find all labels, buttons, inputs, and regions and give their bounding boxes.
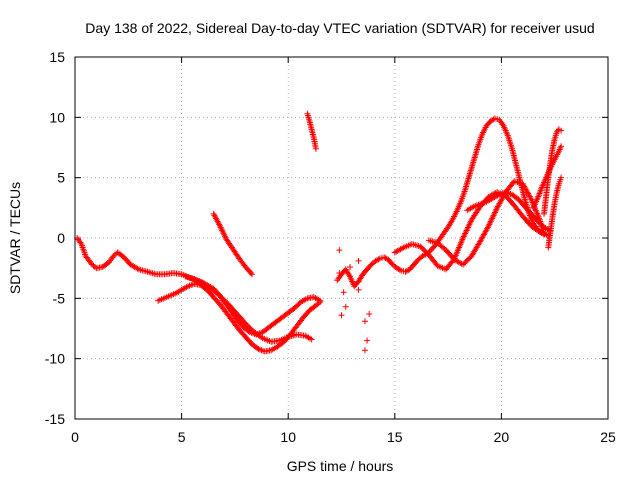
x-tick-label: 15 — [387, 429, 403, 445]
data-point — [91, 263, 98, 270]
data-point — [364, 337, 371, 344]
y-axis-label: SDTVAR / TECUs — [7, 182, 23, 294]
data-point — [315, 300, 322, 307]
data-point — [342, 303, 349, 310]
x-tick-label: 25 — [600, 429, 616, 445]
data-point — [398, 245, 405, 252]
data-point — [375, 256, 382, 263]
plot-frame — [74, 56, 609, 420]
data-point — [355, 257, 362, 264]
x-tick-label: 5 — [178, 429, 186, 445]
data-point — [247, 269, 254, 276]
y-tick-label: -10 — [45, 351, 65, 367]
data-point — [527, 194, 534, 201]
data-point — [221, 231, 228, 238]
data-point — [216, 222, 223, 229]
data-point — [218, 225, 225, 232]
data-point — [558, 127, 565, 134]
data-point — [558, 143, 565, 150]
data-point — [221, 233, 228, 240]
data-point — [361, 347, 368, 354]
x-tick-label: 0 — [71, 429, 79, 445]
data-points — [74, 110, 565, 355]
data-point — [366, 311, 373, 318]
data-point — [134, 265, 141, 272]
data-point — [317, 298, 324, 305]
data-point — [355, 286, 362, 293]
data-point — [220, 230, 227, 237]
x-tick-label: 20 — [494, 429, 510, 445]
y-tick-label: -5 — [53, 290, 66, 306]
y-tick-label: 10 — [49, 109, 65, 125]
data-point — [361, 318, 368, 325]
data-point — [336, 247, 343, 254]
data-point — [312, 145, 319, 152]
y-tick-label: -15 — [45, 411, 65, 427]
data-point — [396, 266, 403, 273]
data-point — [338, 312, 345, 319]
data-point — [258, 334, 265, 341]
data-point — [248, 271, 255, 278]
x-tick-label: 10 — [280, 429, 296, 445]
x-axis-label: GPS time / hours — [287, 458, 394, 474]
data-point — [336, 269, 343, 276]
data-point — [217, 224, 224, 231]
data-point — [484, 224, 491, 231]
data-point — [541, 231, 548, 238]
y-tick-label: 0 — [57, 230, 65, 246]
data-point — [219, 227, 226, 234]
data-point — [219, 228, 226, 235]
data-point — [558, 174, 565, 181]
data-point — [347, 263, 354, 270]
y-tick-label: 15 — [49, 49, 65, 65]
chart-title: Day 138 of 2022, Sidereal Day-to-day VTE… — [85, 20, 594, 36]
y-tick-label: 5 — [57, 170, 65, 186]
data-point — [340, 289, 347, 296]
data-point — [448, 218, 455, 225]
data-point — [346, 272, 353, 279]
data-point — [308, 336, 315, 343]
